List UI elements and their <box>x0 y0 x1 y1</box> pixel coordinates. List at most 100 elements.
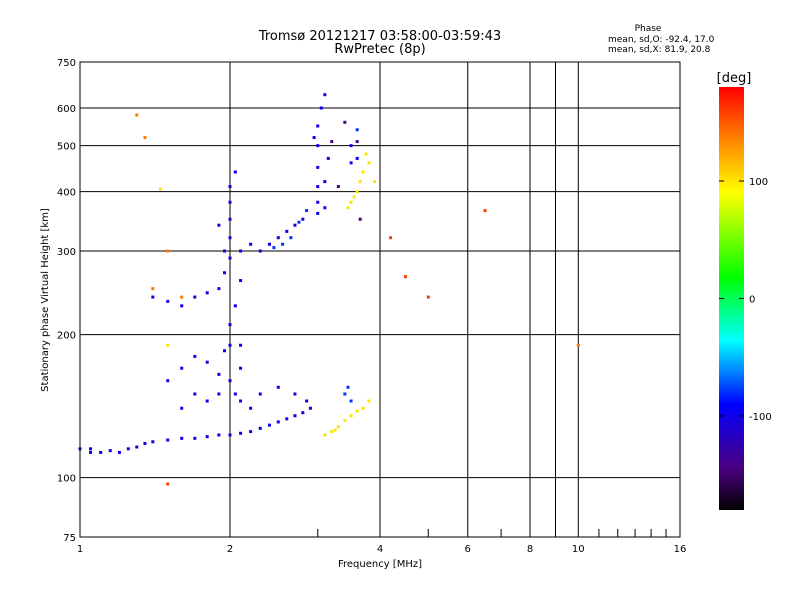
data-point <box>301 217 305 221</box>
data-point <box>158 187 162 191</box>
data-point <box>323 93 327 97</box>
x-tick-label: 8 <box>527 544 533 555</box>
data-point <box>249 242 253 246</box>
data-point <box>316 211 320 215</box>
data-point <box>89 450 93 454</box>
data-point <box>233 304 237 308</box>
data-point <box>143 136 147 140</box>
data-point <box>135 113 139 117</box>
data-point <box>239 366 243 370</box>
data-point <box>389 236 393 240</box>
data-point <box>276 385 280 389</box>
data-point <box>355 409 359 413</box>
data-point <box>228 200 232 204</box>
data-point <box>276 420 280 424</box>
data-point <box>223 271 227 275</box>
data-point <box>316 165 320 169</box>
x-tick-label: 2 <box>227 544 233 555</box>
data-point <box>166 438 170 442</box>
data-point <box>258 392 262 396</box>
data-point <box>316 124 320 128</box>
x-tick-label: 10 <box>572 544 585 555</box>
data-point <box>316 200 320 204</box>
data-point <box>166 343 170 347</box>
data-point <box>258 249 262 253</box>
data-point <box>281 242 285 246</box>
x-tick-label: 6 <box>465 544 471 555</box>
data-point <box>205 360 209 364</box>
data-point <box>217 433 221 437</box>
x-tick-label: 16 <box>674 544 687 555</box>
y-axis: 75 100 200 300 400 500 600 750 <box>57 58 76 544</box>
data-point <box>258 426 262 430</box>
data-point <box>355 156 359 160</box>
data-point <box>361 170 365 174</box>
data-point <box>180 406 184 410</box>
data-point <box>108 449 112 453</box>
data-point <box>239 431 243 435</box>
data-point <box>326 156 330 160</box>
data-point <box>180 436 184 440</box>
data-point <box>166 299 170 303</box>
data-point <box>228 343 232 347</box>
data-point <box>349 414 353 418</box>
y-tick-label: 300 <box>57 247 76 258</box>
y-tick-label: 400 <box>57 188 76 199</box>
data-point <box>312 136 316 140</box>
data-point <box>228 323 232 327</box>
data-point <box>126 447 130 451</box>
data-point <box>319 106 323 110</box>
data-point <box>166 249 170 253</box>
y-tick-label: 500 <box>57 142 76 153</box>
colorbar-tick-label: 0 <box>749 295 755 306</box>
data-point <box>193 392 197 396</box>
data-point <box>228 217 232 221</box>
data-point <box>358 180 362 184</box>
data-point <box>343 120 347 124</box>
data-point <box>336 425 340 429</box>
data-point <box>217 287 221 291</box>
data-point <box>323 180 327 184</box>
data-point <box>358 217 362 221</box>
data-point <box>403 275 407 279</box>
colorbar-tick-label: 100 <box>749 177 768 188</box>
data-point <box>343 418 347 422</box>
data-point <box>217 223 221 227</box>
chart-subtitle: RwPretec (8p) <box>334 42 425 57</box>
data-point <box>316 185 320 189</box>
colorbar-ticks: 100 0 -100 <box>719 177 772 423</box>
data-point <box>193 436 197 440</box>
data-point <box>285 417 289 421</box>
data-point <box>293 414 297 418</box>
data-point <box>135 445 139 449</box>
data-point <box>483 209 487 213</box>
data-point <box>166 482 170 486</box>
data-point <box>249 430 253 434</box>
stats-line-x: mean, sd,X: 81.9, 20.8 <box>608 45 711 55</box>
data-point <box>373 180 377 184</box>
x-axis: 1 2 4 6 8 10 16 <box>77 529 687 555</box>
y-tick-label: 75 <box>63 533 76 544</box>
data-point <box>217 392 221 396</box>
colorbar-label: [deg] <box>717 71 752 86</box>
data-point <box>305 209 309 213</box>
data-point <box>330 140 334 144</box>
data-point <box>276 236 280 240</box>
data-point <box>293 392 297 396</box>
data-point <box>305 399 309 403</box>
data-point <box>301 411 305 415</box>
data-point <box>316 144 320 148</box>
data-point <box>205 291 209 295</box>
data-point <box>349 200 353 204</box>
stats-label: Phase <box>635 24 662 34</box>
x-axis-label: Frequency [MHz] <box>338 559 422 570</box>
data-point <box>99 450 103 454</box>
data-point <box>151 440 155 444</box>
data-point <box>239 343 243 347</box>
data-point <box>205 435 209 439</box>
data-point <box>364 152 368 156</box>
data-point <box>349 144 353 148</box>
data-point <box>151 295 155 299</box>
data-point <box>308 406 312 410</box>
x-tick-label: 4 <box>377 544 383 555</box>
